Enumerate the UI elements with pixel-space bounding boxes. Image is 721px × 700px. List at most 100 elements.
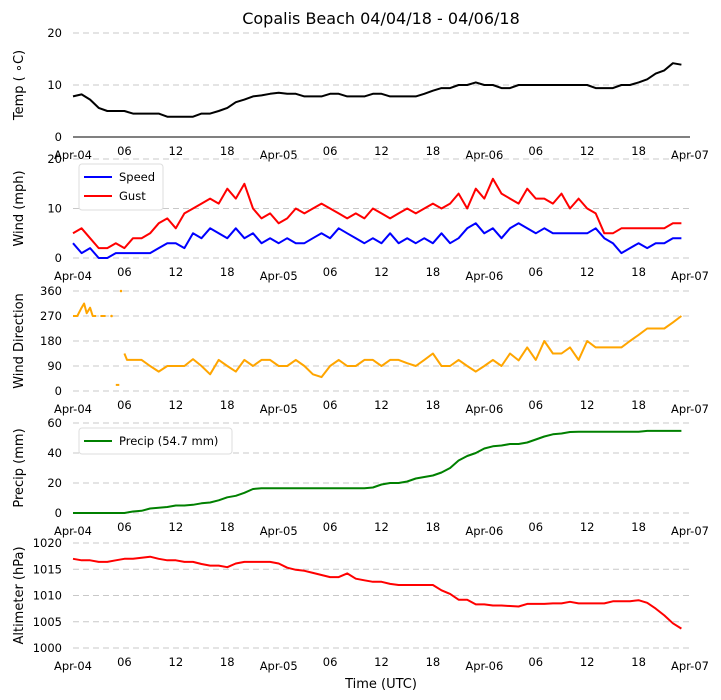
y-tick-label: 0	[55, 384, 62, 398]
x-tick-label: 18	[631, 144, 646, 158]
legend-box	[78, 427, 233, 455]
x-tick-label: 06	[528, 144, 543, 158]
x-tick-label: 18	[220, 265, 235, 279]
y-tick-label: 1015	[33, 562, 62, 576]
series-line-direction	[73, 302, 97, 317]
x-tick-label: Apr-06	[465, 524, 503, 538]
x-tick-label: Apr-04	[54, 148, 92, 162]
series-line-temp	[72, 62, 682, 118]
y-axis-label: Precip (mm)	[12, 428, 27, 507]
series-line-precip-54-7-mm-	[73, 429, 682, 514]
x-tick-label: 06	[528, 398, 543, 412]
legend-label: Gust	[119, 189, 146, 203]
y-tick-label: 1020	[33, 536, 62, 550]
panel-temperature: 0 10 20 Temp ( ∘C) Apr-04 06 12 18 Apr-05 06 12 18 A…	[12, 26, 709, 162]
x-tick-label: 06	[117, 398, 132, 412]
x-tick-label: 06	[117, 265, 132, 279]
x-tick-label: 06	[323, 144, 338, 158]
x-tick-label: 06	[528, 655, 543, 669]
x-tick-label: 06	[117, 520, 132, 534]
x-tick-label: 18	[220, 398, 235, 412]
x-tick-label: Apr-06	[465, 269, 503, 283]
x-tick-label: 18	[631, 655, 646, 669]
x-tick-label: 18	[426, 144, 441, 158]
x-tick-label: 12	[374, 144, 389, 158]
x-tick-label: 12	[169, 655, 184, 669]
legend: Precip (54.7 mm)	[78, 427, 233, 455]
x-tick-label: Apr-07	[671, 402, 709, 416]
x-tick-label: 18	[631, 398, 646, 412]
x-tick-label: 18	[220, 144, 235, 158]
legend-label: Precip (54.7 mm)	[119, 434, 218, 448]
y-tick-label: 1010	[33, 589, 62, 603]
x-tick-label: 12	[374, 655, 389, 669]
x-tick-label: Apr-04	[54, 524, 92, 538]
x-tick-label: 12	[169, 265, 184, 279]
x-tick-label: 06	[323, 398, 338, 412]
y-tick-label: 0	[55, 130, 62, 144]
x-tick-label: Apr-05	[260, 269, 298, 283]
x-tick-label: Apr-07	[671, 269, 709, 283]
y-tick-label: 180	[40, 334, 62, 348]
series-line-altimeter	[72, 555, 682, 630]
x-tick-label: Apr-05	[260, 148, 298, 162]
x-tick-label: 06	[323, 265, 338, 279]
x-tick-label: 12	[374, 265, 389, 279]
legend-label: Speed	[119, 170, 155, 184]
y-tick-label: 20	[47, 476, 62, 490]
panel-precip: 0 20 40 60 Precip (mm) Apr-04 06 12 18 Apr-05 06 12…	[12, 416, 709, 538]
x-tick-label: 18	[426, 655, 441, 669]
data-point	[119, 289, 123, 293]
x-tick-label: 06	[528, 520, 543, 534]
x-tick-label: 12	[580, 520, 595, 534]
y-tick-label: 20	[47, 152, 62, 166]
x-tick-label: Apr-06	[465, 148, 503, 162]
x-tick-label: Apr-04	[54, 269, 92, 283]
x-tick-label: 18	[426, 265, 441, 279]
series-line-direction	[123, 315, 683, 379]
x-tick-label: 18	[426, 398, 441, 412]
panel-wind: 0 10 20 Wind (mph) Apr-04 06 12 18 Apr-05 06 12 18 A…	[12, 152, 709, 283]
y-tick-label: 0	[55, 506, 62, 520]
y-tick-label: 90	[47, 359, 62, 373]
y-tick-label: 1005	[33, 615, 62, 629]
y-axis-label: Altimeter (hPa)	[12, 546, 27, 644]
x-tick-label: Apr-06	[465, 402, 503, 416]
y-tick-label: 270	[40, 309, 62, 323]
x-tick-label: Apr-05	[260, 659, 298, 673]
x-tick-label: Apr-04	[54, 659, 92, 673]
chart-title: Copalis Beach 04/04/18 - 04/06/18	[242, 9, 520, 28]
y-tick-label: 10	[47, 78, 62, 92]
x-tick-label: Apr-07	[671, 148, 709, 162]
y-tick-label: 60	[47, 416, 62, 430]
x-tick-label: 12	[580, 655, 595, 669]
x-tick-label: 06	[117, 655, 132, 669]
legend-box	[78, 163, 164, 211]
legend: Speed Gust	[78, 163, 164, 211]
x-tick-label: Apr-07	[671, 659, 709, 673]
x-tick-label: 06	[323, 655, 338, 669]
y-tick-label: 1000	[33, 641, 62, 655]
x-tick-label: Apr-04	[54, 402, 92, 416]
x-tick-label: 12	[374, 398, 389, 412]
x-tick-label: 12	[580, 144, 595, 158]
y-axis-label: Wind Direction	[12, 293, 27, 389]
data-point	[110, 314, 113, 318]
y-tick-label: 40	[47, 446, 62, 460]
x-tick-label: Apr-05	[260, 402, 298, 416]
x-tick-label: 06	[528, 265, 543, 279]
series-line-speed	[72, 222, 682, 259]
panel-wind_direction: 0 90 180 270 360 Wind Direction Apr-04 06 12 18 Ap…	[12, 284, 709, 416]
x-tick-label: 12	[169, 398, 184, 412]
y-axis-label: Temp ( ∘C)	[12, 50, 27, 121]
x-tick-label: 12	[169, 144, 184, 158]
series-line-gust	[72, 177, 682, 250]
y-tick-label: 20	[47, 26, 62, 40]
y-tick-label: 10	[47, 202, 62, 216]
x-axis-label: Time (UTC)	[344, 677, 417, 692]
y-axis-label: Wind (mph)	[12, 170, 27, 246]
x-tick-label: 06	[117, 144, 132, 158]
x-tick-label: 12	[580, 398, 595, 412]
x-tick-label: Apr-06	[465, 659, 503, 673]
